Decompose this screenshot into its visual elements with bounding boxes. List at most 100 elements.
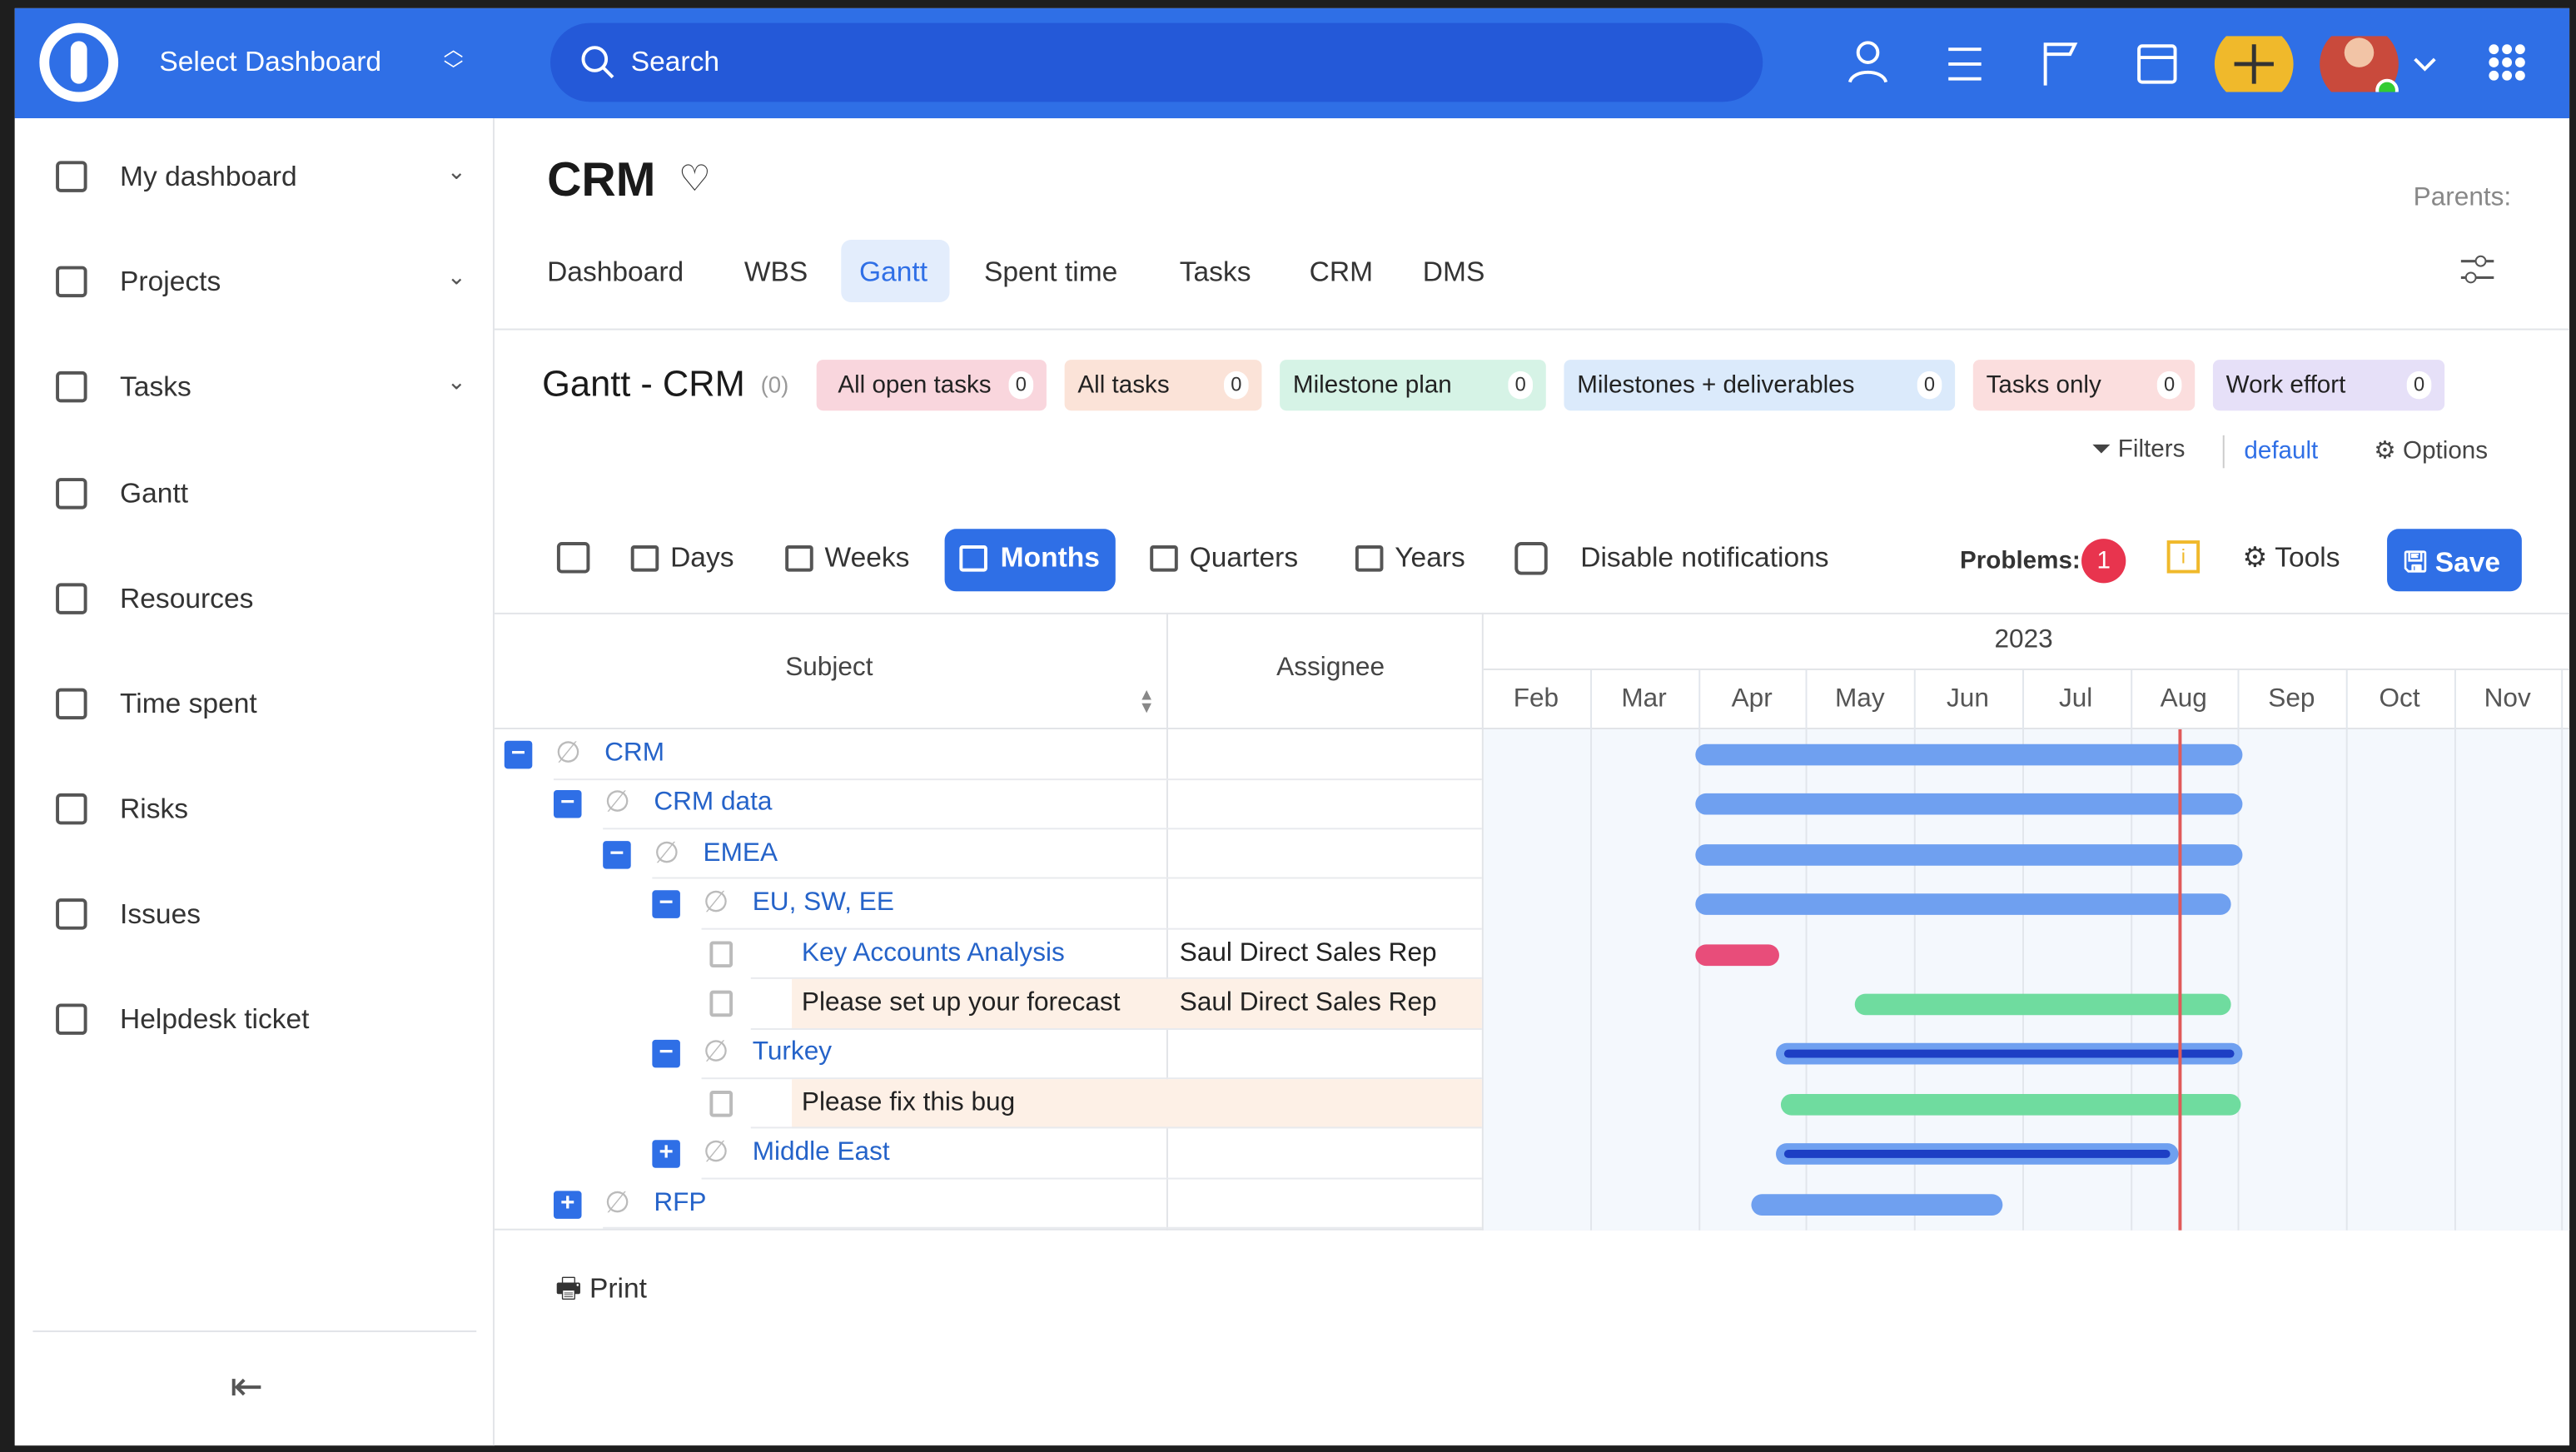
month-grid-line	[1913, 669, 1916, 1231]
sidebar-item[interactable]: Time spent	[120, 688, 257, 720]
logo[interactable]	[39, 22, 119, 102]
zoom-button[interactable]: Months	[944, 529, 1116, 592]
tab[interactable]: Tasks	[1179, 256, 1251, 288]
row-subject[interactable]: CRM data	[654, 788, 773, 818]
row-toggle[interactable]: −	[652, 890, 680, 919]
settings-icon[interactable]	[2458, 250, 2497, 289]
zoom-label[interactable]: Weeks	[824, 542, 910, 574]
sidebar-item[interactable]: Tasks	[120, 370, 191, 403]
save-label[interactable]: Save	[2434, 546, 2501, 579]
info-icon[interactable]: i	[2166, 540, 2201, 574]
query-label[interactable]: Tasks only	[1986, 370, 2101, 400]
month-label: Jul	[2058, 684, 2093, 714]
row-toggle[interactable]: −	[652, 1040, 680, 1069]
tools-label[interactable]: Tools	[2275, 542, 2340, 574]
default-query[interactable]: default	[2244, 436, 2319, 465]
sidebar-item[interactable]: Resources	[120, 583, 254, 614]
disable-notifications[interactable]: Disable notifications	[1580, 542, 1829, 574]
sidebar-item[interactable]: Issues	[120, 898, 201, 930]
row-subject[interactable]: Turkey	[752, 1038, 833, 1067]
sidebar-item[interactable]: Helpdesk ticket	[120, 1003, 310, 1035]
zoom-label[interactable]: Months	[1000, 542, 1100, 574]
sidebar-chevron[interactable]: ⌄	[446, 157, 466, 184]
row-subject[interactable]: Middle East	[752, 1138, 890, 1167]
tab[interactable]: Spent time	[983, 256, 1118, 288]
sidebar-divider	[32, 1330, 477, 1333]
query-label[interactable]: All tasks	[1077, 370, 1170, 400]
sidebar-chevron[interactable]: ⌄	[446, 367, 466, 395]
gantt-bar[interactable]	[1780, 1093, 2241, 1116]
save-button[interactable]: 🖫 Save	[2387, 529, 2522, 592]
query-chip[interactable]: All open tasks 0	[816, 360, 1047, 411]
subject-header[interactable]: Subject	[785, 654, 873, 682]
row-subject[interactable]: EMEA	[703, 838, 778, 868]
query-chip[interactable]: Milestones + deliverables 0	[1564, 360, 1956, 411]
gantt-bar[interactable]	[1751, 1193, 2003, 1216]
zoom-button[interactable]: Years	[1354, 529, 1492, 591]
row-toggle[interactable]: +	[652, 1140, 680, 1169]
gantt-bar[interactable]	[1695, 843, 2243, 866]
collapse-sidebar[interactable]: ⇤	[230, 1365, 263, 1410]
dashboard-select[interactable]: Select Dashboard	[159, 46, 382, 77]
options-label[interactable]: Options	[2403, 436, 2489, 465]
filters[interactable]: ⏷ Filters	[2091, 435, 2186, 464]
search-box[interactable]	[550, 22, 1763, 102]
sort-icon[interactable]: ▲ ▼	[1138, 686, 1155, 719]
zoom-button[interactable]: Days	[629, 529, 761, 591]
query-label[interactable]: Work effort	[2225, 370, 2346, 400]
row-subject[interactable]: Please fix this bug	[801, 1088, 1016, 1117]
sidebar-item[interactable]: Projects	[120, 266, 221, 298]
print[interactable]: 🖶 Print	[554, 1272, 647, 1305]
zoom-label[interactable]: Years	[1395, 542, 1465, 574]
select-arrows[interactable]: ︿ ﹀	[443, 37, 464, 82]
sidebar-item[interactable]: My dashboard	[120, 161, 297, 192]
row-subject[interactable]: EU, SW, EE	[752, 888, 894, 917]
zoom-label[interactable]: Days	[670, 542, 734, 574]
print-label[interactable]: Print	[589, 1272, 647, 1305]
tab[interactable]: DMS	[1422, 256, 1485, 288]
assignee-header[interactable]: Assignee	[1276, 654, 1385, 682]
gantt-bar[interactable]	[1695, 943, 1779, 966]
problems-badge[interactable]: 1	[2081, 539, 2126, 584]
query-label[interactable]: Milestone plan	[1292, 370, 1452, 400]
zoom-button[interactable]: Quarters	[1148, 529, 1329, 591]
query-chip[interactable]: All tasks 0	[1064, 360, 1262, 411]
row-subject[interactable]: CRM	[604, 738, 665, 768]
calendar-icon[interactable]	[556, 542, 590, 574]
row-subject[interactable]: Key Accounts Analysis	[801, 938, 1065, 967]
row-border	[750, 1126, 1482, 1129]
tools[interactable]: ⚙ Tools	[2242, 542, 2340, 574]
tab[interactable]: Gantt	[858, 256, 928, 288]
row-subject[interactable]: RFP	[654, 1188, 707, 1217]
gantt-bar[interactable]	[1854, 993, 2231, 1016]
query-chip[interactable]: Milestone plan 0	[1280, 360, 1546, 411]
row-toggle[interactable]: −	[603, 840, 631, 869]
gantt-bar[interactable]	[1695, 893, 2231, 916]
zoom-label[interactable]: Quarters	[1189, 542, 1299, 574]
row-toggle[interactable]: +	[553, 1190, 582, 1219]
tab[interactable]: WBS	[743, 256, 808, 288]
sidebar	[14, 118, 495, 1446]
gantt-bar[interactable]	[1695, 793, 2243, 816]
sidebar-item[interactable]: Gantt	[120, 478, 189, 510]
query-label[interactable]: Milestones + deliverables	[1577, 370, 1855, 400]
query-chip[interactable]: Tasks only 0	[1972, 360, 2196, 411]
favorite[interactable]: ♡	[678, 157, 711, 199]
gantt-bar[interactable]	[1695, 743, 2243, 766]
row-subject[interactable]: Please set up your forecast	[801, 988, 1121, 1017]
top-icons[interactable]	[1840, 36, 2563, 92]
disable-checkbox[interactable]	[1514, 542, 1548, 575]
options[interactable]: ⚙ Options	[2374, 436, 2489, 465]
row-toggle[interactable]: −	[553, 790, 582, 819]
sidebar-item[interactable]: Risks	[120, 793, 189, 825]
tab[interactable]: Dashboard	[547, 256, 684, 288]
row-toggle[interactable]: −	[504, 740, 533, 769]
query-chip[interactable]: Work effort 0	[2212, 360, 2445, 411]
tab[interactable]: CRM	[1309, 256, 1374, 288]
sidebar-chevron[interactable]: ⌄	[446, 262, 466, 290]
zoom-button[interactable]: Weeks	[783, 529, 918, 591]
query-label[interactable]: All open tasks	[838, 370, 992, 400]
filters-label[interactable]: Filters	[2117, 435, 2186, 464]
search-placeholder[interactable]: Search	[630, 46, 720, 77]
